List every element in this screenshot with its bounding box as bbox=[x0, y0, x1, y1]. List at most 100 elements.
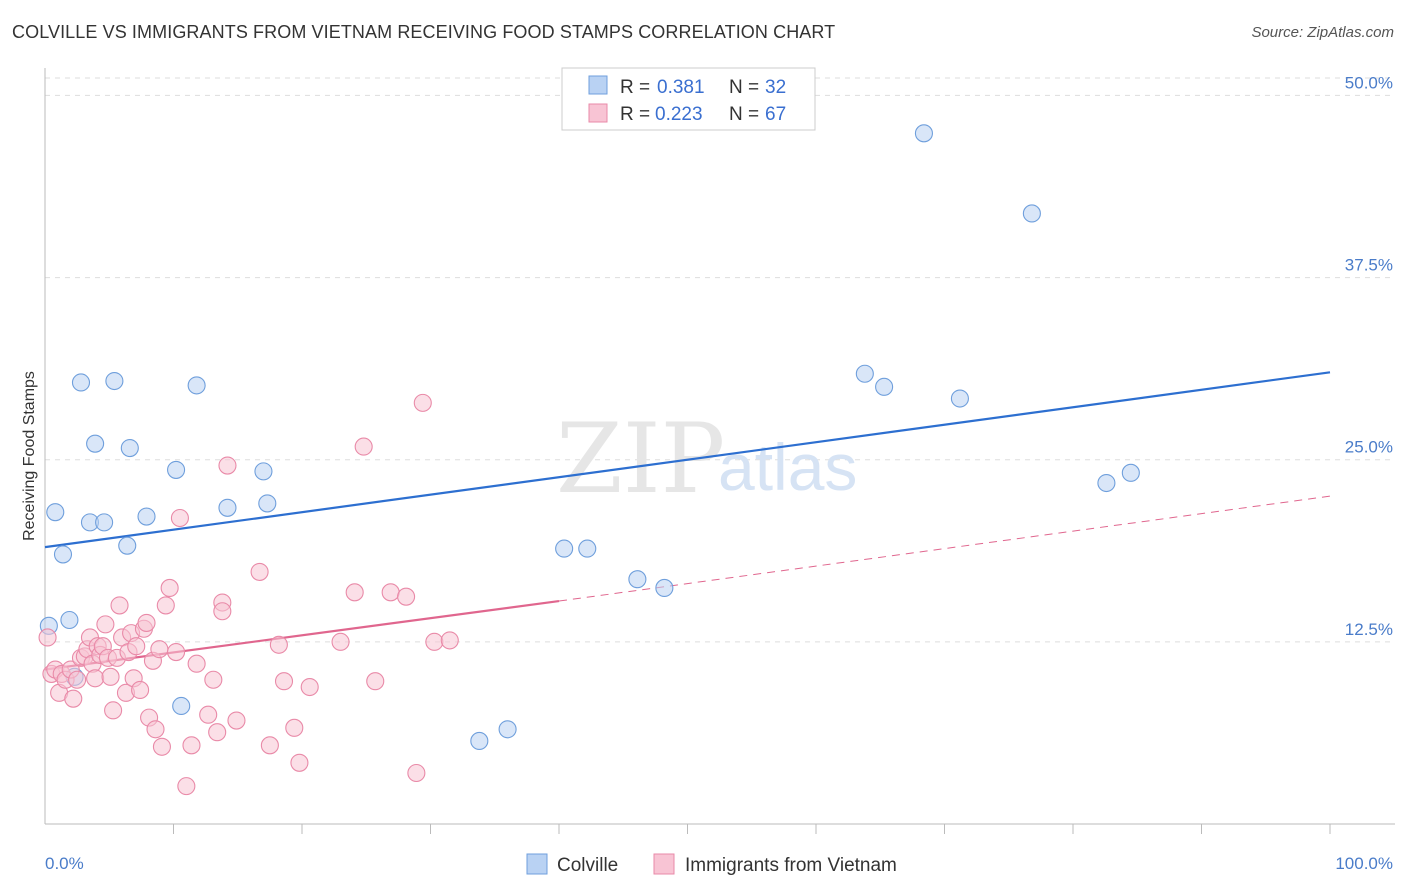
colville-point-31 bbox=[1121, 463, 1140, 482]
colville-point-21 bbox=[555, 539, 574, 558]
legend-swatch-colville bbox=[588, 75, 608, 95]
vietnam-point-49 bbox=[213, 602, 232, 621]
y-tick-labels: 12.5% 25.0% 37.5% 50.0% bbox=[1345, 73, 1393, 638]
vietnam-point-40 bbox=[167, 643, 186, 662]
gridlines bbox=[45, 77, 1395, 643]
colville-point-8 bbox=[95, 513, 114, 532]
vietnam-point-50 bbox=[218, 456, 237, 475]
colville-point-23 bbox=[628, 570, 647, 589]
vietnam-point-66 bbox=[413, 393, 432, 412]
colville-point-18 bbox=[258, 494, 277, 513]
colville-point-2 bbox=[53, 545, 73, 564]
y-tick-label-3: 50.0% bbox=[1345, 73, 1393, 92]
bottom-legend-swatch-colville bbox=[526, 853, 548, 875]
legend-r-value-colville: 0.381 bbox=[657, 77, 705, 98]
vietnam-point-63 bbox=[381, 583, 400, 602]
vietnam-point-36 bbox=[150, 640, 169, 659]
vietnam-point-23 bbox=[110, 596, 129, 615]
vietnam-point-58 bbox=[300, 677, 319, 697]
trend-line-2 bbox=[558, 495, 1331, 602]
colville-point-15 bbox=[187, 376, 206, 395]
vietnam-point-59 bbox=[331, 632, 350, 651]
watermark: ZIP atlas bbox=[556, 403, 857, 515]
bottom-legend-swatch-vietnam bbox=[653, 853, 675, 875]
legend-n-label-colville: N = bbox=[729, 77, 759, 98]
colville-point-20 bbox=[498, 720, 517, 739]
colville-point-30 bbox=[1097, 473, 1116, 493]
vietnam-point-55 bbox=[274, 672, 294, 691]
vietnam-point-68 bbox=[440, 631, 459, 650]
vietnam-point-29 bbox=[127, 637, 146, 656]
colville-point-27 bbox=[914, 124, 933, 143]
vietnam-point-61 bbox=[354, 437, 373, 456]
vietnam-point-39 bbox=[160, 578, 179, 597]
y-tick-label-1: 25.0% bbox=[1345, 438, 1393, 457]
data-points bbox=[38, 124, 1140, 796]
vietnam-point-42 bbox=[177, 777, 196, 796]
vietnam-point-37 bbox=[152, 737, 171, 756]
vietnam-point-8 bbox=[68, 670, 87, 689]
colville-point-14 bbox=[172, 696, 191, 716]
colville-point-17 bbox=[254, 462, 273, 481]
bottom-legend: Colville Immigrants from Vietnam bbox=[526, 853, 897, 876]
vietnam-point-0 bbox=[38, 628, 57, 647]
legend-n-value-vietnam: 67 bbox=[765, 104, 786, 125]
vietnam-point-67 bbox=[425, 632, 444, 651]
colville-point-9 bbox=[105, 371, 124, 391]
colville-point-26 bbox=[875, 377, 894, 396]
vietnam-point-51 bbox=[227, 711, 246, 730]
colville-point-3 bbox=[60, 610, 79, 630]
vietnam-point-21 bbox=[104, 701, 123, 720]
vietnam-point-32 bbox=[137, 613, 156, 632]
vietnam-point-41 bbox=[170, 508, 189, 528]
bottom-legend-label-colville: Colville bbox=[557, 855, 618, 876]
vietnam-point-52 bbox=[250, 562, 269, 581]
vietnam-point-7 bbox=[64, 689, 83, 708]
x-tick-label-min: 0.0% bbox=[45, 854, 84, 873]
vietnam-point-46 bbox=[204, 670, 223, 689]
trend-line-0 bbox=[44, 371, 1331, 549]
bottom-legend-label-vietnam: Immigrants from Vietnam bbox=[685, 855, 897, 876]
y-tick-label-0: 12.5% bbox=[1345, 620, 1393, 639]
vietnam-point-57 bbox=[290, 753, 309, 772]
colville-point-1 bbox=[46, 503, 65, 522]
colville-point-25 bbox=[855, 364, 874, 383]
vietnam-point-14 bbox=[86, 669, 105, 688]
vietnam-point-45 bbox=[199, 705, 218, 724]
y-tick-label-2: 37.5% bbox=[1345, 256, 1393, 275]
vietnam-point-18 bbox=[96, 615, 115, 634]
legend-swatch-vietnam bbox=[588, 103, 608, 123]
colville-point-13 bbox=[167, 460, 186, 479]
colville-point-28 bbox=[950, 389, 969, 408]
colville-point-12 bbox=[137, 507, 156, 526]
legend-n-label-vietnam: N = bbox=[729, 104, 759, 125]
vietnam-point-53 bbox=[260, 736, 279, 755]
vietnam-point-43 bbox=[182, 736, 201, 755]
vietnam-point-64 bbox=[397, 587, 416, 606]
colville-point-16 bbox=[218, 498, 237, 517]
watermark-atlas: atlas bbox=[718, 430, 857, 504]
colville-point-29 bbox=[1022, 204, 1041, 223]
vietnam-point-35 bbox=[146, 720, 165, 739]
legend-box: R = 0.381 N = 32 R = 0.223 N = 67 bbox=[561, 67, 816, 131]
colville-point-7 bbox=[86, 434, 105, 453]
vietnam-point-20 bbox=[101, 667, 120, 686]
vietnam-point-62 bbox=[366, 672, 385, 691]
x-tick-label-max: 100.0% bbox=[1335, 854, 1393, 873]
colville-point-5 bbox=[71, 373, 91, 392]
colville-point-11 bbox=[120, 439, 139, 458]
vietnam-point-44 bbox=[187, 654, 206, 673]
colville-point-10 bbox=[118, 536, 137, 555]
vietnam-point-47 bbox=[208, 723, 227, 742]
vietnam-point-30 bbox=[131, 680, 150, 699]
y-axis-label: Receiving Food Stamps bbox=[21, 371, 38, 541]
vietnam-point-60 bbox=[345, 583, 364, 602]
legend-r-label-colville: R = bbox=[620, 77, 650, 98]
legend-n-value-colville: 32 bbox=[765, 77, 786, 98]
vietnam-point-38 bbox=[156, 596, 175, 615]
colville-point-22 bbox=[578, 539, 597, 558]
colville-point-19 bbox=[470, 731, 489, 750]
legend-r-label-vietnam: R = bbox=[620, 104, 650, 125]
chart-title: COLVILLE VS IMMIGRANTS FROM VIETNAM RECE… bbox=[12, 22, 836, 42]
